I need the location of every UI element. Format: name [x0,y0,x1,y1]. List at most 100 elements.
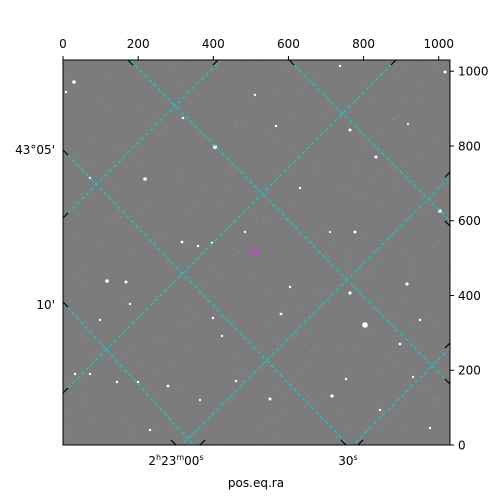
noise-speck [336,345,338,347]
noise-speck [208,95,210,97]
noise-speck [155,399,157,401]
noise-speck [348,427,350,429]
noise-speck [199,337,201,339]
star [180,240,184,244]
noise-speck [366,136,368,138]
noise-speck [310,377,312,379]
noise-speck [273,169,275,171]
noise-speck [428,343,430,345]
noise-speck [160,285,162,287]
noise-speck [186,236,188,238]
noise-speck [120,216,122,218]
wcs-tick [170,439,177,446]
noise-speck [197,119,199,121]
noise-speck [78,406,80,408]
noise-speck [377,287,379,289]
noise-speck [410,126,412,128]
noise-speck [433,154,435,156]
top-tick-label: 800 [352,37,375,51]
noise-speck [407,317,409,319]
noise-speck [212,269,214,271]
noise-speck [228,80,230,82]
noise-speck [327,180,329,182]
noise-speck [134,433,136,435]
noise-speck [214,326,216,328]
noise-speck [122,80,124,82]
noise-speck [395,250,397,252]
grid-line [63,301,195,445]
noise-speck [275,218,277,220]
noise-speck [372,353,374,355]
noise-speck [124,284,126,286]
noise-speck [394,317,396,319]
star [288,285,292,289]
noise-speck [95,97,97,99]
noise-speck [175,148,177,150]
noise-speck [147,366,149,368]
noise-speck [416,157,418,159]
noise-speck [95,77,97,79]
noise-speck [443,372,445,374]
star [253,93,257,97]
noise-speck [284,122,286,124]
noise-speck [263,220,265,222]
noise-speck [320,235,322,237]
noise-speck [335,321,337,323]
noise-speck [436,98,438,100]
noise-speck [139,71,141,73]
noise-speck [313,215,315,217]
noise-speck [294,304,296,306]
noise-speck [94,227,96,229]
noise-speck [338,372,340,374]
noise-speck [388,257,390,259]
noise-speck [197,216,199,218]
noise-speck [178,365,180,367]
star [98,318,102,322]
noise-speck [389,358,391,360]
noise-speck [105,136,107,138]
noise-speck [195,429,197,431]
top-tick-label: 400 [202,37,225,51]
noise-speck [447,88,449,90]
noise-speck [125,354,127,356]
noise-speck [414,353,416,355]
noise-speck [264,276,266,278]
noise-speck [186,77,188,79]
noise-speck [144,328,146,330]
noise-speck [259,230,261,232]
noise-speck [447,101,449,103]
noise-speck [63,249,65,251]
noise-speck [435,199,437,201]
noise-speck [105,375,107,377]
noise-speck [295,313,297,315]
noise-speck [205,282,207,284]
noise-speck [404,70,406,72]
noise-speck [187,322,189,324]
star [378,408,382,412]
noise-speck [148,66,150,68]
noise-speck [193,200,195,202]
noise-speck [442,188,444,190]
noise-speck [189,378,191,380]
noise-speck [431,178,433,180]
noise-speck [119,280,121,282]
star [198,398,202,402]
star [128,302,132,306]
noise-speck [316,357,318,359]
noise-speck [138,260,140,262]
noise-speck [107,223,109,225]
noise-speck [233,356,235,358]
noise-speck [132,309,134,311]
noise-speck [325,251,327,253]
ra-tick-label: 2h23m00s [148,453,203,468]
noise-speck [143,217,145,219]
noise-speck [235,123,237,125]
noise-speck [320,359,322,361]
noise-speck [232,369,234,371]
noise-speck [327,353,329,355]
noise-speck [399,264,401,266]
noise-speck [403,114,405,116]
noise-speck [407,172,409,174]
noise-speck [261,441,263,443]
noise-speck [205,315,207,317]
